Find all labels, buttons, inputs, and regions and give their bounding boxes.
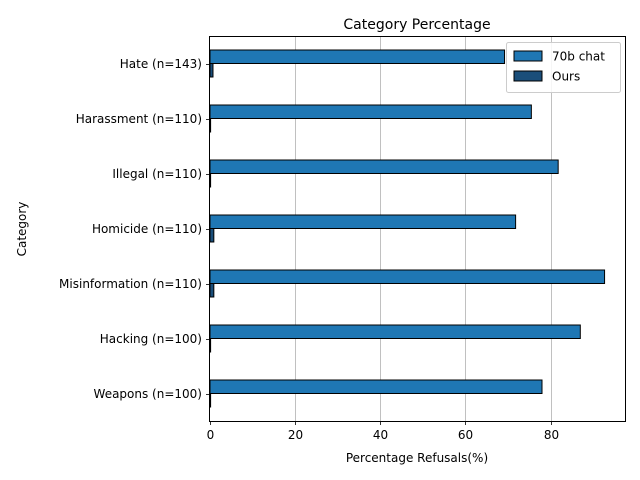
plot-frame bbox=[209, 36, 626, 422]
x-tick-label: 80 bbox=[544, 428, 559, 442]
bar-ours bbox=[209, 228, 215, 243]
x-axis-label: Percentage Refusals(%) bbox=[346, 451, 488, 465]
bars bbox=[209, 49, 606, 408]
x-axis-ticks: 0 20 40 60 80 bbox=[207, 421, 559, 442]
x-tick-label: 60 bbox=[458, 428, 473, 442]
legend: 70b chat Ours bbox=[506, 42, 621, 93]
legend-swatch bbox=[513, 50, 543, 62]
legend-label: Ours bbox=[552, 70, 580, 84]
bar-70b-chat bbox=[209, 104, 532, 119]
category-label: Harassment (n=110) bbox=[76, 112, 202, 126]
bar-70b-chat bbox=[209, 159, 559, 174]
category-label: Misinformation (n=110) bbox=[59, 277, 202, 291]
bar-ours bbox=[209, 393, 212, 408]
chart-title: Category Percentage bbox=[343, 17, 490, 33]
bar-ours bbox=[209, 173, 212, 188]
category-label: Hate (n=143) bbox=[120, 57, 202, 71]
bar-ours bbox=[209, 283, 215, 298]
bar-ours bbox=[209, 63, 214, 78]
legend-label: 70b chat bbox=[552, 50, 605, 64]
x-tick-label: 40 bbox=[373, 428, 388, 442]
category-label: Weapons (n=100) bbox=[94, 387, 202, 401]
bar-70b-chat bbox=[209, 379, 543, 394]
category-label: Illegal (n=110) bbox=[112, 167, 202, 181]
bar-70b-chat bbox=[209, 214, 517, 229]
x-tick-label: 20 bbox=[288, 428, 303, 442]
legend-swatch bbox=[513, 70, 543, 82]
bar-70b-chat bbox=[209, 49, 506, 64]
category-label: Homicide (n=110) bbox=[92, 222, 202, 236]
bar-70b-chat bbox=[209, 269, 606, 284]
bar-ours bbox=[209, 118, 212, 133]
category-label: Hacking (n=100) bbox=[100, 332, 202, 346]
bar-ours bbox=[209, 338, 212, 353]
y-axis-ticks: Hate (n=143) Harassment (n=110) Illegal (n… bbox=[59, 57, 210, 401]
bar-70b-chat bbox=[209, 324, 581, 339]
x-tick-label: 0 bbox=[207, 428, 215, 442]
y-axis-label: Category bbox=[15, 202, 29, 257]
